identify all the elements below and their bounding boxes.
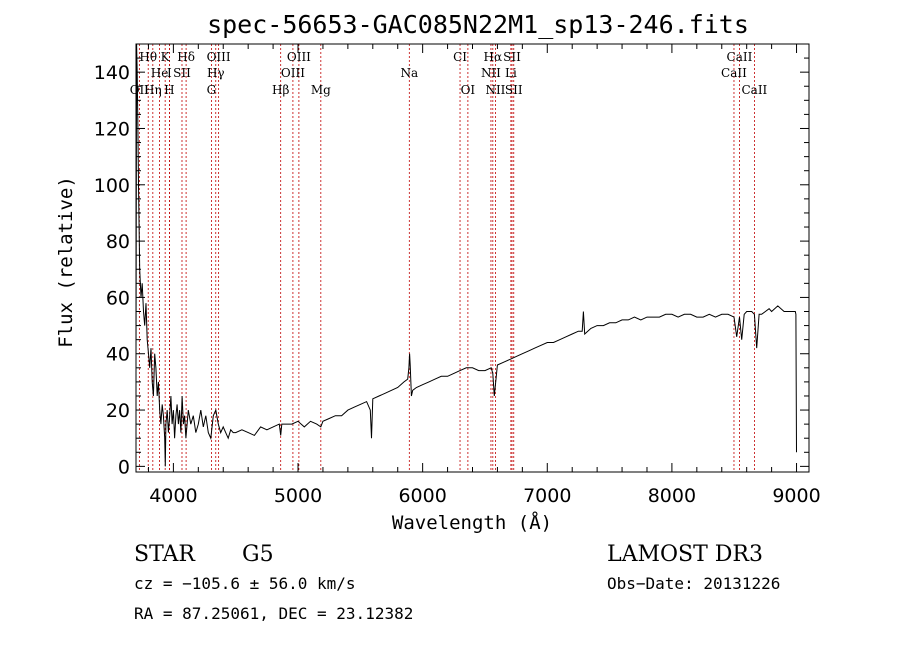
- object-subclass: G5: [242, 542, 274, 567]
- y-axis-label: Flux (relative): [55, 176, 77, 348]
- x-axis-label: Wavelength (Å): [392, 511, 552, 534]
- y-tick-label: 140: [94, 62, 130, 84]
- y-tick-label: 20: [106, 400, 130, 422]
- line-marker-label: CI: [453, 50, 467, 64]
- y-axis-ticks: 0 20 40 60 80 100 120 140: [94, 57, 809, 478]
- y-tick-label: 100: [94, 175, 130, 197]
- line-marker-label: Hγ: [207, 66, 225, 80]
- emission-line-markers: [138, 44, 755, 472]
- line-marker-label: Li: [505, 66, 517, 80]
- line-marker-label: SII: [503, 50, 521, 64]
- line-marker-label: OIII: [207, 50, 231, 64]
- x-axis-ticks: 4000 5000 6000 7000 8000 9000: [147, 44, 821, 507]
- y-tick-label: 120: [94, 118, 130, 140]
- line-marker-label: Hη: [144, 83, 162, 97]
- x-tick-label: 5000: [274, 485, 322, 507]
- line-marker-label: OIII: [281, 66, 305, 80]
- line-marker-label: Hδ: [177, 50, 195, 64]
- line-marker-label: OIII: [287, 50, 311, 64]
- line-marker-label: Hθ: [139, 50, 157, 64]
- chart-title: spec-56653-GAC085N22M1_sp13-246.fits: [207, 10, 749, 39]
- line-marker-label: CaII: [741, 83, 767, 97]
- survey-name: LAMOST DR3: [607, 542, 763, 567]
- y-tick-label: 60: [106, 287, 130, 309]
- object-class: STAR: [134, 542, 196, 567]
- line-marker-label: OII: [130, 83, 150, 97]
- x-tick-label: 4000: [149, 485, 197, 507]
- y-tick-label: 80: [106, 231, 130, 253]
- x-tick-label: 9000: [772, 485, 820, 507]
- redshift-velocity: cz = −105.6 ± 56.0 km/s: [134, 574, 356, 593]
- line-marker-label: OI: [461, 83, 476, 97]
- line-marker-label: He: [151, 66, 169, 80]
- y-tick-label: 0: [118, 456, 130, 478]
- line-marker-label: NII: [485, 83, 505, 97]
- line-marker-label: CaII: [727, 50, 753, 64]
- y-tick-label: 40: [106, 344, 130, 366]
- x-tick-label: 6000: [398, 485, 446, 507]
- line-marker-label: Hα: [484, 50, 503, 64]
- line-marker-label: Mg: [311, 83, 331, 97]
- line-marker-label: I: [167, 66, 172, 80]
- line-marker-label: H: [164, 83, 174, 97]
- x-tick-label: 7000: [523, 485, 571, 507]
- observation-date: Obs−Date: 20131226: [607, 574, 780, 593]
- line-marker-label: Na: [400, 66, 418, 80]
- line-marker-label: NII: [481, 66, 501, 80]
- line-marker-label: K: [161, 50, 171, 64]
- line-marker-label: CaII: [721, 66, 747, 80]
- spectrum-line: [135, 43, 797, 467]
- sky-coordinates: RA = 87.25061, DEC = 23.12382: [134, 604, 413, 623]
- line-marker-label: G: [207, 83, 217, 97]
- line-marker-label: Hβ: [272, 83, 289, 97]
- line-marker-label: SII: [505, 83, 523, 97]
- x-tick-label: 8000: [648, 485, 696, 507]
- plot-frame: [135, 43, 810, 473]
- line-marker-label: SII: [173, 66, 191, 80]
